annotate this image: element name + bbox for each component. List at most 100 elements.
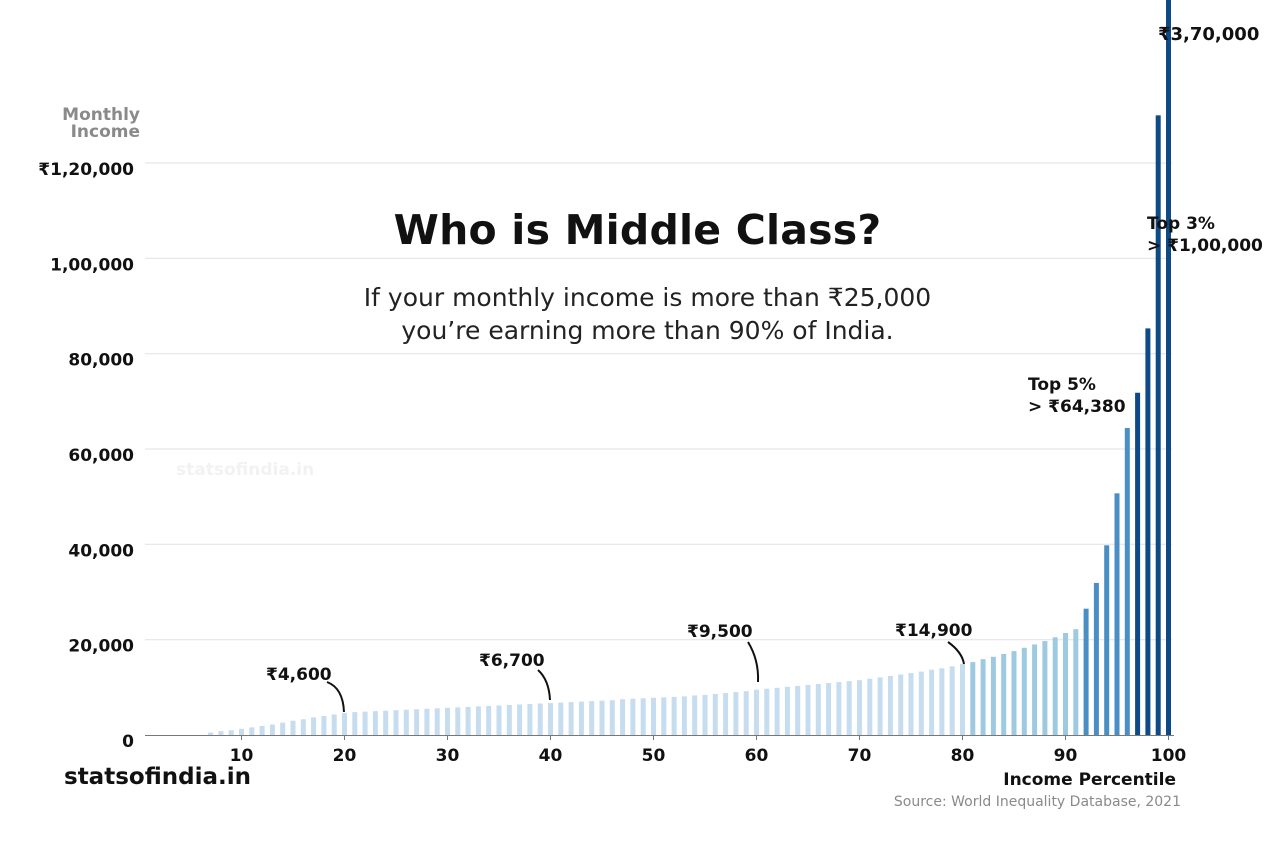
bar-p18 (321, 715, 327, 735)
bar-p22 (362, 711, 368, 735)
bar-p44 (589, 701, 595, 735)
bar-p66 (815, 683, 821, 735)
source-note: Source: World Inequality Database, 2021 (893, 794, 1181, 810)
bar-p94 (1104, 545, 1110, 735)
bar-p73 (887, 675, 893, 735)
annotation-top5: Top 5% > ₹64,380 (1028, 374, 1126, 418)
annotation-leader-3 (747, 641, 760, 683)
bar-p84 (1001, 653, 1007, 735)
x-tick-label: 40 (539, 746, 563, 766)
bar-p46 (609, 700, 615, 735)
bar-p24 (383, 710, 389, 735)
y-tick-label: 1,00,000 (50, 255, 134, 275)
bar-p54 (692, 695, 698, 735)
x-tick-label: 90 (1054, 746, 1078, 766)
bar-p96 (1124, 428, 1130, 735)
bar-p32 (465, 706, 471, 735)
annotation-p80: ₹14,900 (895, 621, 973, 641)
bar-p67 (826, 683, 832, 735)
brand-logo-text: statsofindia.in (64, 764, 251, 790)
x-tick-label: 80 (951, 746, 975, 766)
annotation-p20: ₹4,600 (266, 665, 332, 685)
x-tick-label: 20 (333, 746, 357, 766)
bar-p99 (1155, 115, 1161, 736)
annotation-top3-line-2: > ₹1,00,000 (1147, 236, 1263, 256)
bar-p59 (743, 691, 749, 735)
bar-p47 (620, 699, 626, 735)
bar-p31 (455, 707, 461, 735)
bar-p41 (558, 702, 564, 735)
bar-p77 (929, 669, 935, 735)
bar-p23 (372, 711, 378, 735)
bar-p82 (980, 659, 986, 735)
x-tick-label: 70 (848, 746, 872, 766)
bar-p43 (578, 701, 584, 735)
chart-title: Who is Middle Class? (393, 206, 882, 254)
bar-p33 (475, 706, 481, 735)
bar-p55 (702, 694, 708, 735)
bar-p9 (228, 730, 234, 735)
bar-p53 (681, 696, 687, 735)
bar-p17 (311, 717, 317, 735)
bar-p27 (414, 709, 420, 735)
bar-p60 (754, 689, 759, 735)
bar-p15 (290, 720, 296, 735)
bar-p80 (960, 663, 965, 735)
bar-p49 (640, 698, 646, 735)
annotation-leader-2 (537, 669, 551, 701)
bar-p85 (1011, 651, 1017, 735)
bar-p72 (877, 677, 883, 735)
y-tick-label: 20,000 (68, 637, 134, 657)
bar-p50 (651, 697, 656, 735)
bar-p98 (1145, 328, 1151, 735)
bar-p88 (1042, 641, 1048, 735)
bar-p40 (548, 703, 553, 735)
bar-p86 (1021, 647, 1027, 735)
bar-p28 (424, 708, 430, 735)
bar-p36 (506, 704, 512, 735)
bar-p83 (990, 656, 996, 735)
x-tick-label: 10 (230, 746, 254, 766)
bar-p19 (331, 714, 337, 735)
bar-p48 (630, 698, 636, 735)
y-axis-title-line-2: Income (70, 122, 140, 142)
x-tick-label: 60 (745, 746, 769, 766)
bar-p57 (723, 693, 729, 735)
bar-p42 (568, 702, 574, 735)
annotation-p100: ₹3,70,000 (1158, 24, 1260, 45)
bar-p11 (249, 727, 255, 735)
bar-p34 (486, 705, 492, 735)
bar-p45 (599, 700, 605, 735)
bar-p56 (712, 694, 718, 735)
bar-p93 (1093, 582, 1099, 735)
bar-p62 (774, 687, 780, 735)
bar-p58 (733, 692, 739, 735)
bar-p29 (434, 708, 440, 735)
bar-p8 (218, 731, 224, 735)
x-axis-title: Income Percentile (1003, 770, 1176, 790)
bar-p89 (1052, 637, 1058, 735)
annotation-top3-line-1: Top 3% (1147, 214, 1215, 234)
bar-p37 (517, 704, 523, 735)
bar-p13 (269, 724, 275, 735)
y-tick-label: 0 (122, 732, 134, 752)
x-tick-label: 100 (1151, 746, 1187, 766)
bar-p92 (1083, 608, 1089, 735)
annotation-top5-line-2: > ₹64,380 (1028, 397, 1126, 417)
y-tick-label: 60,000 (68, 446, 134, 466)
bar-p71 (867, 678, 873, 735)
bar-p25 (393, 710, 399, 735)
bar-p63 (784, 686, 790, 735)
bar-p20 (342, 713, 347, 735)
bar-p70 (857, 680, 862, 735)
bar-p75 (908, 673, 914, 735)
bar-p81 (970, 662, 976, 735)
bar-p14 (280, 722, 286, 735)
bar-p30 (445, 707, 450, 735)
bar-p79 (949, 666, 955, 735)
bar-p16 (300, 719, 306, 735)
y-tick-label: 80,000 (68, 351, 134, 371)
bar-p69 (846, 681, 852, 735)
subtitle-line-2: you’re earning more than 90% of India. (401, 316, 894, 345)
annotation-top3: Top 3% > ₹1,00,000 (1147, 213, 1263, 257)
